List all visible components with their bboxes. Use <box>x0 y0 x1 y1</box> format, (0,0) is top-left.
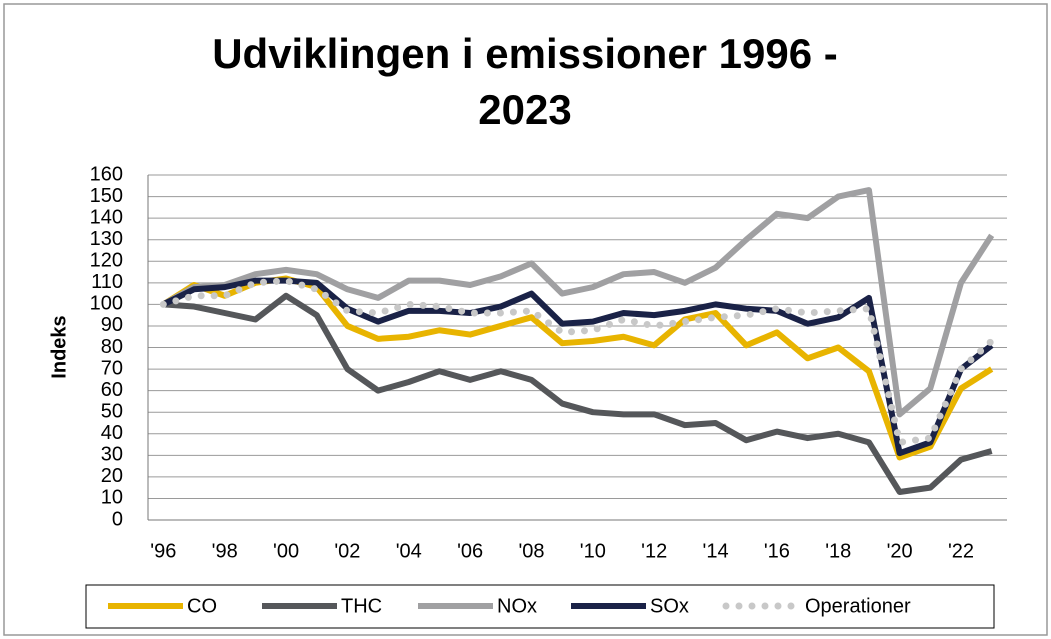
x-tick-label: '10 <box>580 540 606 562</box>
series-line <box>163 292 993 495</box>
legend-label: Operationer <box>805 595 911 617</box>
y-tick-label: 30 <box>101 444 123 466</box>
y-tick-label: 100 <box>90 293 123 315</box>
y-tick-label: 80 <box>101 336 123 358</box>
x-tick-label: '22 <box>948 540 974 562</box>
y-tick-label: 60 <box>101 379 123 401</box>
y-tick-label: 130 <box>90 228 123 250</box>
x-tick-label: '00 <box>273 540 299 562</box>
y-tick-label: 160 <box>90 163 123 185</box>
y-tick-label: 10 <box>101 487 123 509</box>
x-tick-label: '16 <box>764 540 790 562</box>
y-tick-label: 50 <box>101 400 123 422</box>
x-tick-label: '98 <box>212 540 238 562</box>
y-tick-label: 110 <box>91 271 123 293</box>
y-tick-label: 0 <box>112 508 123 530</box>
legend-label: SOx <box>650 595 689 617</box>
x-tick-label: '06 <box>457 540 483 562</box>
y-axis-label: Indeks <box>48 315 70 378</box>
x-tick-label: '18 <box>825 540 851 562</box>
y-tick-label: 90 <box>101 314 123 336</box>
x-tick-label: '96 <box>150 540 176 562</box>
series-line <box>159 277 996 447</box>
x-tick-label: '14 <box>703 540 729 562</box>
series-line <box>161 187 995 418</box>
legend-label: THC <box>341 595 382 617</box>
chart-title: Udviklingen i emissioner 1996 - 2023 <box>212 30 838 133</box>
legend-label: NOx <box>497 595 537 617</box>
x-tick-label: '20 <box>887 540 913 562</box>
y-tick-label: 120 <box>90 250 123 272</box>
y-tick-label: 40 <box>101 422 123 444</box>
x-tick-label: '02 <box>334 540 360 562</box>
y-tick-label: 70 <box>101 357 123 379</box>
chart-border <box>3 3 1048 636</box>
x-tick-label: '04 <box>396 540 422 562</box>
legend-label: CO <box>187 595 217 617</box>
y-tick-label: 140 <box>90 206 123 228</box>
x-tick-label: '12 <box>641 540 667 562</box>
legend-box <box>85 584 995 629</box>
y-tick-label: 150 <box>90 185 123 207</box>
x-tick-label: '08 <box>518 540 544 562</box>
y-tick-label: 20 <box>101 465 123 487</box>
